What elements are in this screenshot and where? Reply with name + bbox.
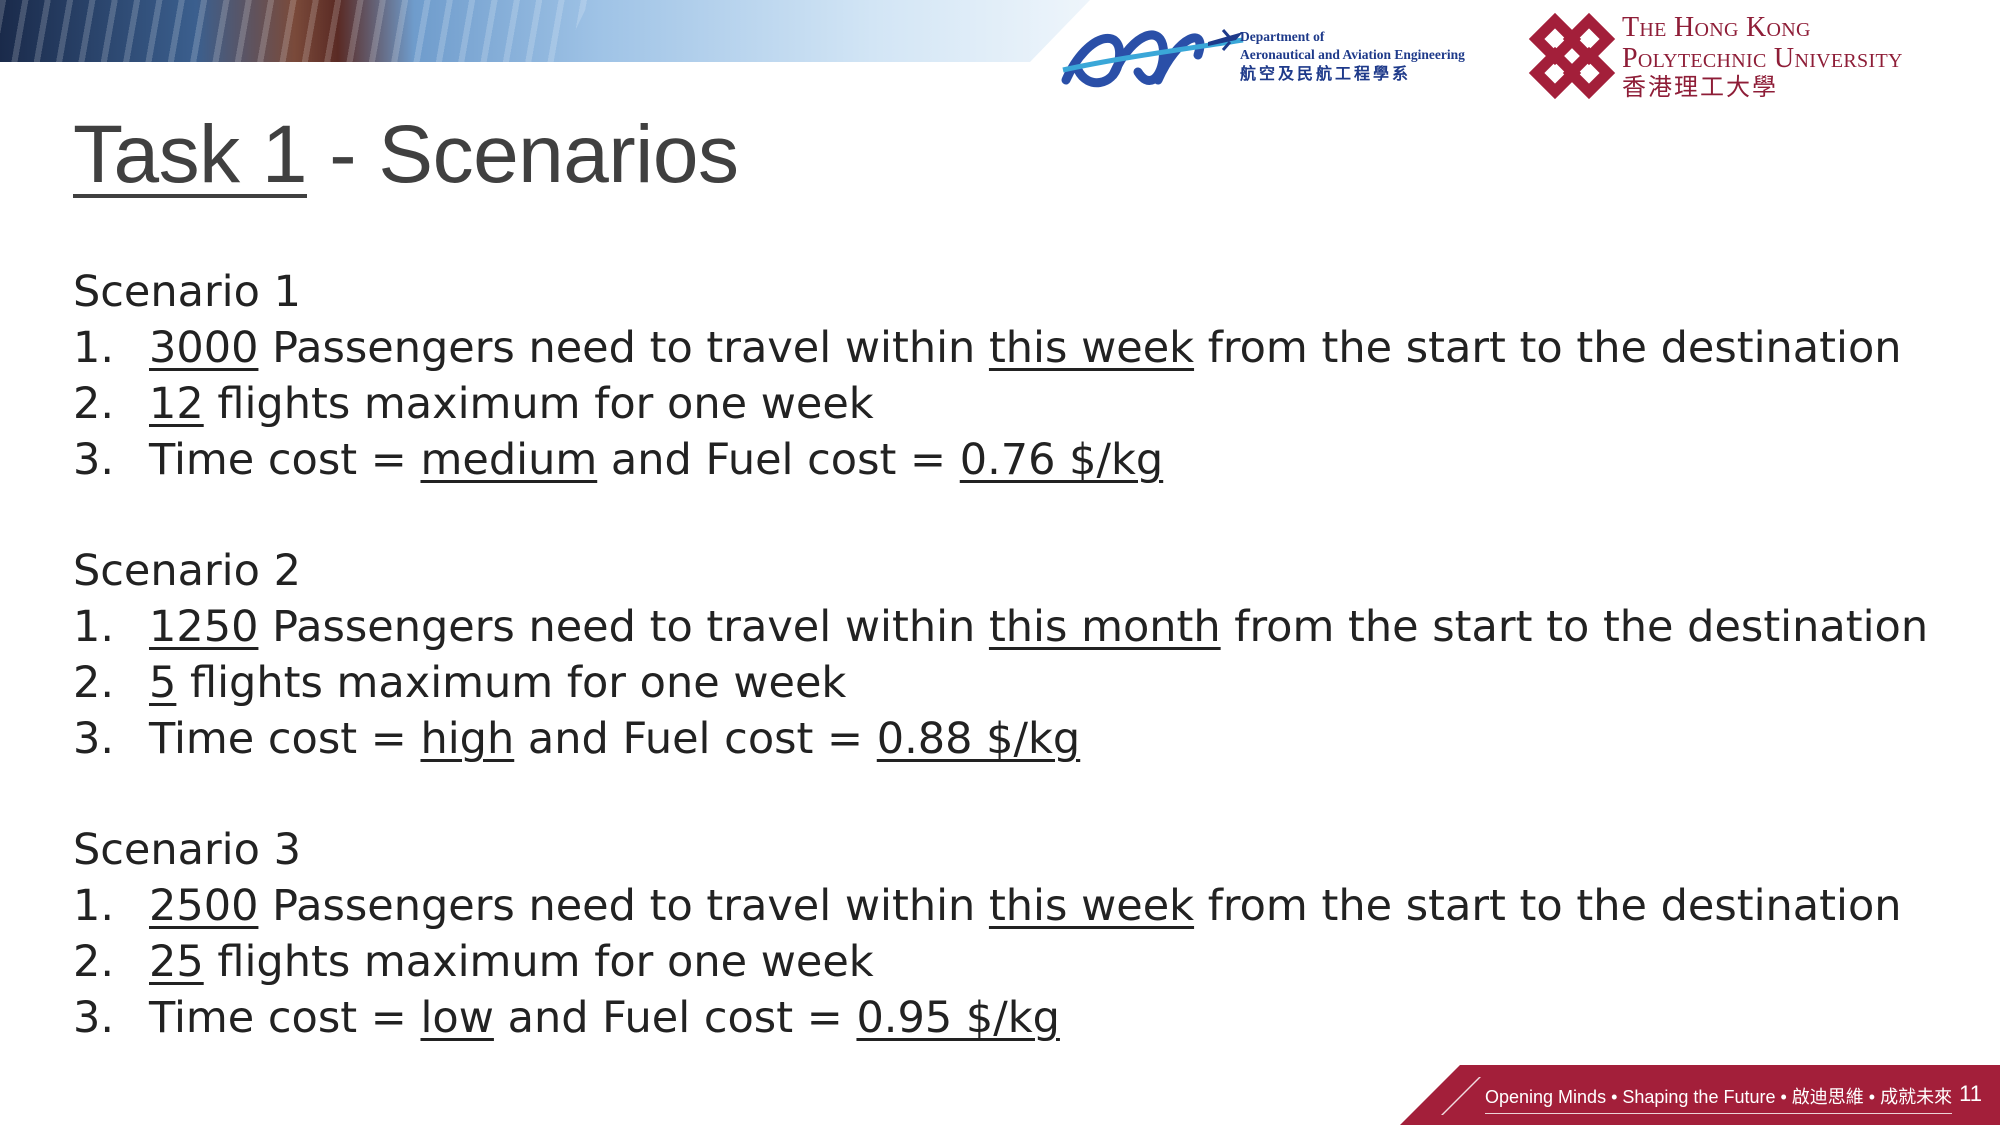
passenger-item: 1. 3000 Passengers need to travel within … bbox=[73, 320, 1973, 376]
fuel-cost-value: 0.95 $/kg bbox=[856, 993, 1060, 1043]
time-cost-label: Time cost = bbox=[149, 435, 421, 485]
scenario-1: Scenario 1 1. 3000 Passengers need to tra… bbox=[73, 264, 1973, 488]
university-name-line1: The Hong Kong bbox=[1622, 12, 1811, 43]
time-cost-value: high bbox=[420, 714, 515, 764]
travel-period: this week bbox=[988, 881, 1195, 931]
fuel-cost-label: and Fuel cost = bbox=[597, 435, 960, 485]
flights-item: 2. 5 flights maximum for one week bbox=[73, 655, 1973, 711]
destination-text: from the start to the destination bbox=[1194, 323, 1902, 373]
max-flights: 25 bbox=[149, 937, 204, 987]
fuel-cost-label: and Fuel cost = bbox=[493, 993, 857, 1043]
passenger-count: 3000 bbox=[149, 323, 259, 373]
destination-text: from the start to the destination bbox=[1194, 881, 1902, 931]
item-number: 2. bbox=[73, 658, 115, 708]
time-cost-value: medium bbox=[420, 435, 598, 485]
university-name-line2: Polytechnic University bbox=[1622, 43, 1903, 74]
item-number: 3. bbox=[73, 435, 115, 485]
flights-text: flights maximum for one week bbox=[203, 379, 874, 429]
passenger-text: Passengers need to travel within bbox=[258, 881, 989, 931]
scenario-title: Scenario 2 bbox=[73, 546, 301, 596]
passenger-text: Passengers need to travel within bbox=[258, 602, 989, 652]
passenger-count: 2500 bbox=[149, 881, 259, 931]
department-name-chinese: 航空及民航工程學系 bbox=[1240, 66, 1412, 83]
slide-title: Task 1 - Scenarios bbox=[73, 108, 739, 202]
department-name-line2: Aeronautical and Aviation Engineering bbox=[1240, 47, 1465, 62]
time-cost-label: Time cost = bbox=[149, 714, 421, 764]
flights-text: flights maximum for one week bbox=[203, 937, 874, 987]
scenario-3: Scenario 3 1. 2500 Passengers need to tra… bbox=[73, 822, 1973, 1046]
time-cost-value: low bbox=[420, 993, 494, 1043]
passenger-count: 1250 bbox=[149, 602, 259, 652]
max-flights: 12 bbox=[149, 379, 204, 429]
header-banner-photo bbox=[0, 0, 1090, 62]
cost-item: 3. Time cost = low and Fuel cost = 0.95 $… bbox=[73, 990, 1973, 1046]
fuel-cost-value: 0.76 $/kg bbox=[959, 435, 1164, 485]
item-number: 2. bbox=[73, 379, 115, 429]
item-number: 1. bbox=[73, 881, 115, 931]
passenger-text: Passengers need to travel within bbox=[258, 323, 989, 373]
footer-slash-decoration bbox=[1441, 1077, 1481, 1115]
footer-slogan: Opening Minds • Shaping the Future • 啟迪思… bbox=[1485, 1083, 1953, 1114]
item-number: 1. bbox=[73, 323, 115, 373]
flights-item: 2. 25 flights maximum for one week bbox=[73, 934, 1973, 990]
scenario-2: Scenario 2 1. 1250 Passengers need to tra… bbox=[73, 543, 1973, 767]
fuel-cost-value: 0.88 $/kg bbox=[876, 714, 1081, 764]
scenario-list: Scenario 1 1. 3000 Passengers need to tra… bbox=[73, 264, 1973, 1101]
travel-period: this month bbox=[988, 602, 1221, 652]
university-name-chinese: 香港理工大學 bbox=[1622, 75, 1778, 101]
slide-title-rest: - Scenarios bbox=[307, 109, 739, 200]
max-flights: 5 bbox=[149, 658, 177, 708]
passenger-item: 1. 1250 Passengers need to travel within … bbox=[73, 599, 1973, 655]
item-number: 2. bbox=[73, 937, 115, 987]
item-number: 3. bbox=[73, 714, 115, 764]
flights-text: flights maximum for one week bbox=[176, 658, 847, 708]
fuel-cost-label: and Fuel cost = bbox=[514, 714, 877, 764]
department-name-line1: Department of bbox=[1240, 29, 1325, 44]
footer-bar: Opening Minds • Shaping the Future • 啟迪思… bbox=[1400, 1065, 2000, 1125]
scenario-title: Scenario 3 bbox=[73, 825, 301, 875]
time-cost-label: Time cost = bbox=[149, 993, 421, 1043]
passenger-item: 1. 2500 Passengers need to travel within … bbox=[73, 878, 1973, 934]
polyu-logo bbox=[1528, 12, 1616, 100]
destination-text: from the start to the destination bbox=[1220, 602, 1929, 652]
item-number: 1. bbox=[73, 602, 115, 652]
cost-item: 3. Time cost = medium and Fuel cost = 0.7… bbox=[73, 432, 1973, 488]
item-number: 3. bbox=[73, 993, 115, 1043]
cost-item: 3. Time cost = high and Fuel cost = 0.88 … bbox=[73, 711, 1973, 767]
flights-item: 2. 12 flights maximum for one week bbox=[73, 376, 1973, 432]
department-name: Department of Aeronautical and Aviation … bbox=[1240, 28, 1520, 84]
university-name: The Hong Kong Polytechnic University 香港理… bbox=[1622, 12, 1992, 102]
travel-period: this week bbox=[988, 323, 1195, 373]
aae-department-logo bbox=[1061, 29, 1244, 88]
slide-title-task: Task 1 bbox=[73, 109, 308, 200]
scenario-title: Scenario 1 bbox=[73, 267, 301, 317]
page-number: 11 bbox=[1959, 1081, 1982, 1106]
